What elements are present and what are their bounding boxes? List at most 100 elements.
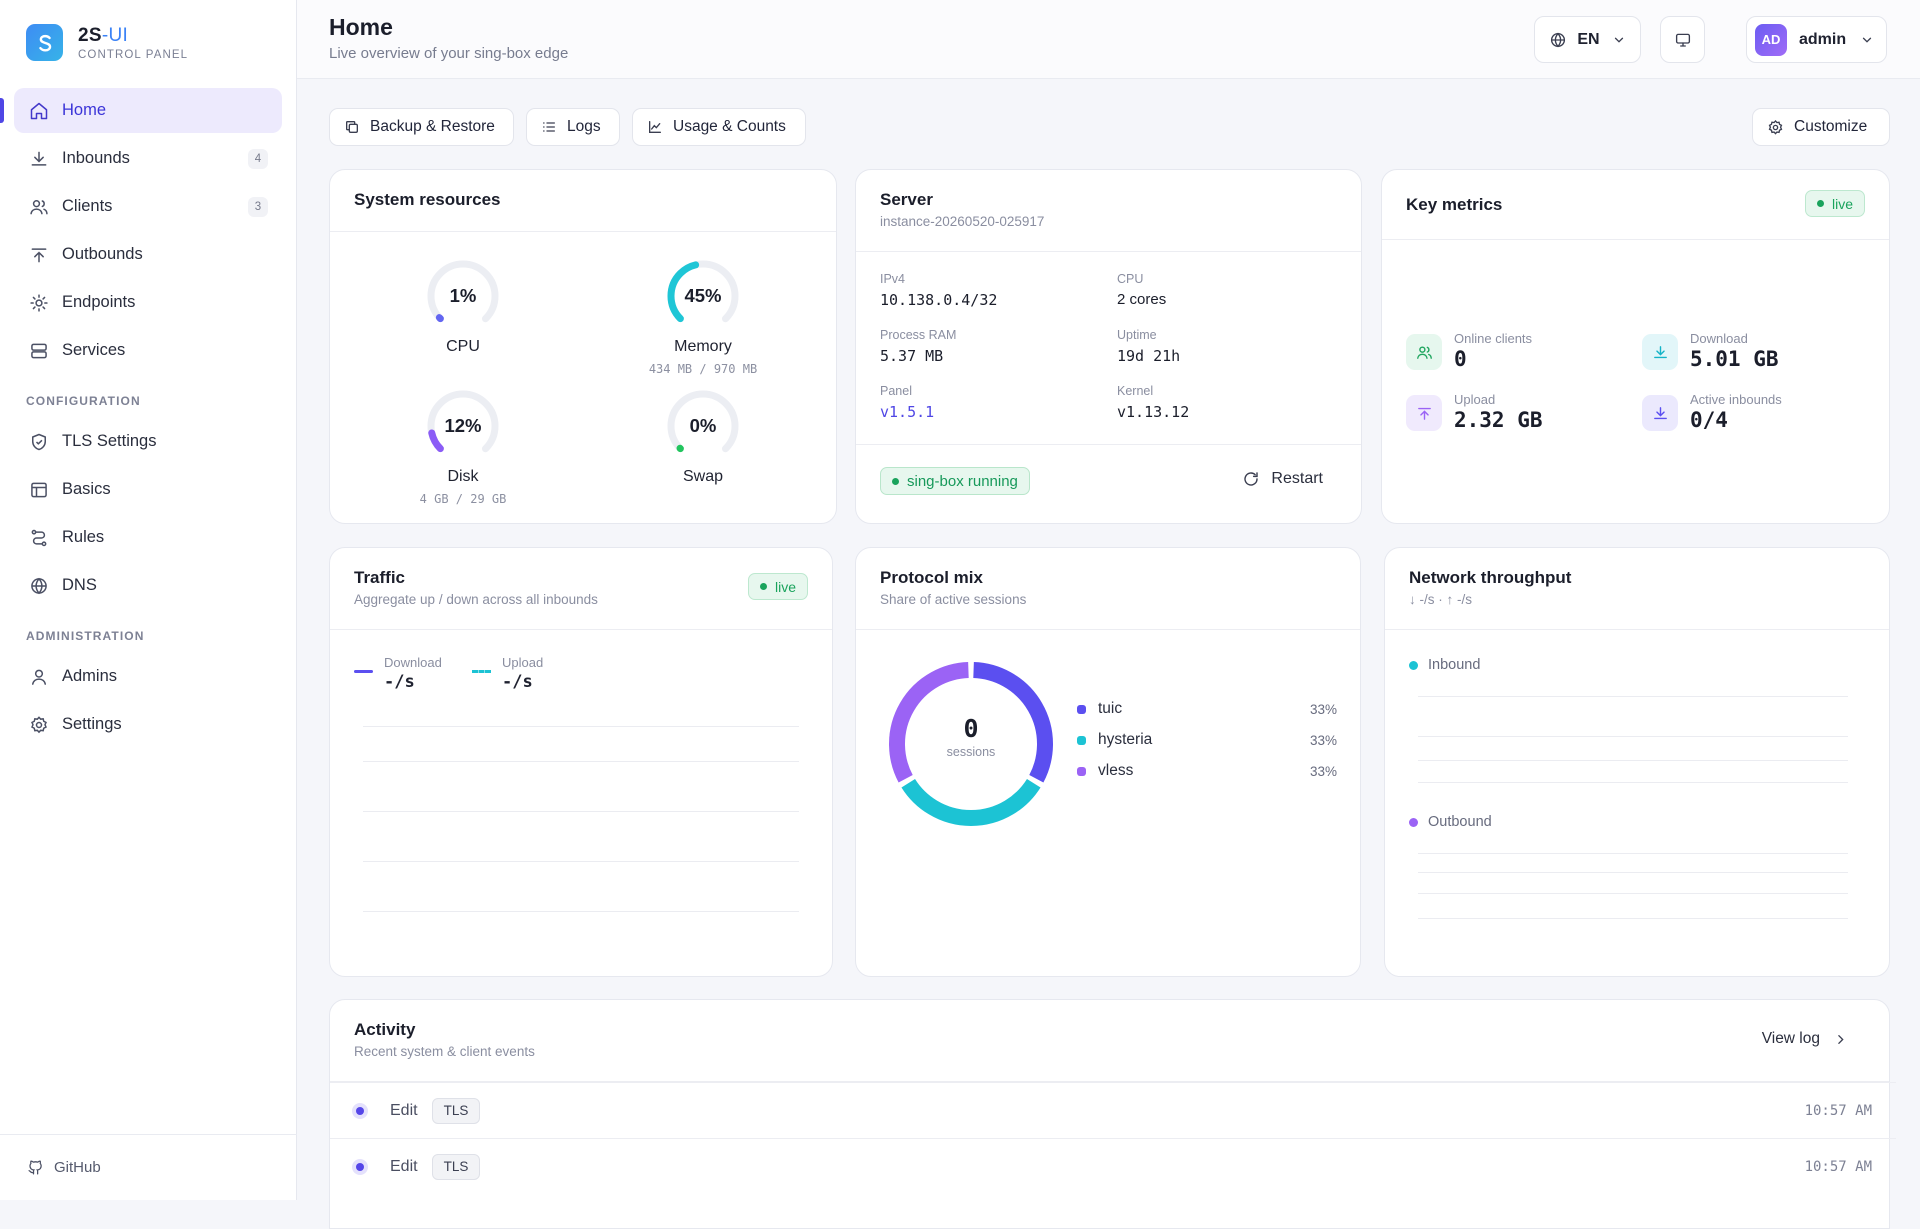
download-rate: -/s xyxy=(384,672,415,692)
protocol-donut-chart xyxy=(889,662,1053,826)
logs-button[interactable]: Logs xyxy=(526,108,620,146)
sidebar-item-endpoints[interactable]: Endpoints xyxy=(14,280,282,325)
card-subtitle: Recent system & client events xyxy=(354,1044,535,1059)
card-title: Key metrics xyxy=(1406,195,1503,214)
customize-button[interactable]: Customize xyxy=(1752,108,1890,146)
inbounds-count-badge: 4 xyxy=(248,148,268,169)
download-legend: Download -/s xyxy=(354,655,442,692)
download-swatch xyxy=(354,670,373,673)
users-icon xyxy=(1406,334,1442,370)
gear-icon xyxy=(28,714,50,736)
legend-label: vless xyxy=(1098,762,1134,779)
event-action: Edit xyxy=(390,1101,418,1119)
sidebar-item-dns[interactable]: DNS xyxy=(14,563,282,608)
outbound-legend: Outbound xyxy=(1409,814,1492,830)
key-metrics-card: Key metrics live Online clients 0 Downloa… xyxy=(1381,169,1890,524)
sessions-count: 0 xyxy=(963,714,979,743)
memory-gauge-arc xyxy=(667,260,739,332)
swap-gauge-arc xyxy=(667,390,739,462)
card-title: Server xyxy=(880,190,933,209)
disk-gauge-arc xyxy=(427,390,499,462)
memory-detail: 434 MB / 970 MB xyxy=(648,362,758,376)
sessions-label: sessions xyxy=(946,745,996,759)
sidebar: 2S-UI CONTROL PANEL Home Inbounds 4 Clie… xyxy=(0,0,297,1200)
download-icon xyxy=(28,148,50,170)
sidebar-item-label: Rules xyxy=(62,528,105,546)
brand[interactable]: 2S-UI CONTROL PANEL xyxy=(26,24,188,61)
cpu-gauge-arc xyxy=(427,260,499,332)
user-icon xyxy=(28,666,50,688)
sidebar-item-services[interactable]: Services xyxy=(14,328,282,373)
server-instance: instance-20260520-025917 xyxy=(880,214,1045,229)
donut-slice-tuic xyxy=(973,662,1053,783)
sidebar-item-admins[interactable]: Admins xyxy=(14,654,282,699)
sidebar-item-basics[interactable]: Basics xyxy=(14,467,282,512)
event-time: 10:57 AM xyxy=(1804,1102,1872,1119)
shield-icon xyxy=(28,431,50,453)
swap-label: Swap xyxy=(682,468,724,485)
copy-icon xyxy=(344,119,360,135)
sidebar-item-tls-settings[interactable]: TLS Settings xyxy=(14,419,282,464)
kernel-label: Kernel xyxy=(1117,384,1154,398)
usage-counts-label: Usage & Counts xyxy=(673,118,786,135)
activity-row[interactable]: Edit TLS 10:57 AM xyxy=(330,1138,1896,1200)
inbound-icon xyxy=(1642,395,1678,431)
sidebar-item-outbounds[interactable]: Outbounds xyxy=(14,232,282,277)
live-badge: live xyxy=(747,573,808,600)
activity-row[interactable]: Edit TLS 10:57 AM xyxy=(330,1082,1896,1138)
cpu-label: CPU xyxy=(1117,272,1144,286)
avatar: AD xyxy=(1755,23,1787,56)
panel-version: v1.5.1 xyxy=(880,403,935,421)
event-dot-icon xyxy=(352,1158,368,1175)
language-selector[interactable]: EN xyxy=(1534,16,1641,63)
sidebar-item-rules[interactable]: Rules xyxy=(14,515,282,560)
upload-swatch xyxy=(472,670,491,673)
monitor-icon xyxy=(1674,31,1692,49)
upload-rate: -/s xyxy=(502,672,533,692)
backup-restore-label: Backup & Restore xyxy=(370,118,495,135)
cpu-value: 2 cores xyxy=(1117,291,1167,308)
system-resources-card: System resources 1% CPU 45% Memory 434 M… xyxy=(329,169,837,524)
restart-button[interactable]: Restart xyxy=(1242,470,1323,488)
uptime-value: 19d 21h xyxy=(1117,347,1181,365)
refresh-icon xyxy=(1242,470,1260,488)
backup-restore-button[interactable]: Backup & Restore xyxy=(329,108,514,146)
card-title: Network throughput xyxy=(1409,568,1572,587)
card-title: System resources xyxy=(354,190,501,209)
chevron-right-icon xyxy=(1834,1033,1847,1046)
panel-label: Panel xyxy=(880,384,912,398)
chevron-down-icon xyxy=(1860,33,1874,47)
sidebar-item-settings[interactable]: Settings xyxy=(14,702,282,747)
card-subtitle: ↓ -/s · ↑ -/s xyxy=(1409,592,1472,607)
sidebar-item-label: DNS xyxy=(62,576,97,594)
active-inbounds-label: Active inbounds xyxy=(1690,392,1782,407)
sidebar-item-clients[interactable]: Clients 3 xyxy=(14,184,282,229)
legend-swatch xyxy=(1077,735,1086,745)
download-label: Download xyxy=(384,655,442,670)
display-mode-button[interactable] xyxy=(1660,16,1705,63)
sidebar-item-label: Home xyxy=(62,101,107,119)
globe-icon xyxy=(28,575,50,597)
sidebar-item-label: TLS Settings xyxy=(62,432,157,450)
sidebar-item-home[interactable]: Home xyxy=(0,88,282,133)
view-log-label: View log xyxy=(1761,1030,1820,1047)
download-value: 5.01 GB xyxy=(1690,347,1779,371)
event-time: 10:57 AM xyxy=(1804,1158,1872,1175)
github-icon xyxy=(26,1157,44,1179)
process-ram-label: Process RAM xyxy=(880,328,957,342)
user-menu[interactable]: AD admin xyxy=(1746,16,1887,63)
chevron-down-icon xyxy=(1612,33,1626,47)
usage-counts-button[interactable]: Usage & Counts xyxy=(632,108,806,146)
github-link[interactable]: GitHub xyxy=(0,1134,297,1200)
online-clients-value: 0 xyxy=(1454,347,1467,371)
memory-label: Memory xyxy=(674,338,732,355)
event-tag: TLS xyxy=(431,1097,481,1124)
sidebar-item-inbounds[interactable]: Inbounds 4 xyxy=(14,136,282,181)
inbound-legend: Inbound xyxy=(1409,657,1480,673)
upload-label: Upload xyxy=(1454,392,1496,407)
event-tag: TLS xyxy=(431,1153,481,1180)
view-log-link[interactable]: View log xyxy=(1762,1030,1847,1048)
github-label: GitHub xyxy=(54,1159,101,1176)
sidebar-item-label: Services xyxy=(62,341,126,359)
active-inbounds-value: 0/4 xyxy=(1690,408,1728,432)
